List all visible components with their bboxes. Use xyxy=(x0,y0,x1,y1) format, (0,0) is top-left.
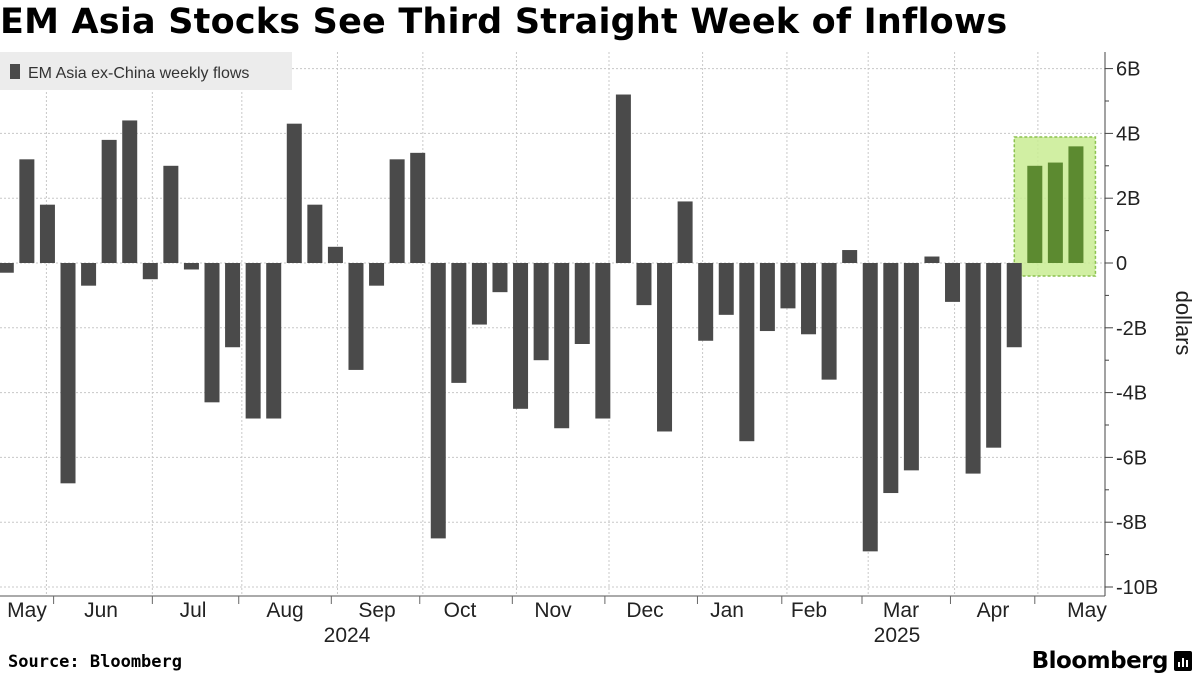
x-tick-label: Mar xyxy=(883,599,919,622)
y-tick-label: -10B xyxy=(1116,577,1158,599)
bar xyxy=(945,263,961,302)
bar xyxy=(780,263,796,309)
bar-highlighted xyxy=(1047,162,1063,263)
bar xyxy=(657,263,673,432)
bar-highlighted xyxy=(1068,146,1084,263)
x-tick-label: Jun xyxy=(84,599,118,622)
x-axis: May Jun Jul Aug Sep Oct Nov Dec Jan Feb Mar Apr May 2… xyxy=(0,595,1107,647)
bar xyxy=(965,263,981,474)
y-tick-label: 2B xyxy=(1116,188,1140,210)
bar xyxy=(533,263,549,361)
bars xyxy=(0,94,1084,552)
x-tick-label: Apr xyxy=(977,599,1010,622)
bar xyxy=(698,263,714,341)
x-tick-label: Jan xyxy=(710,599,744,622)
y-tick-label: -2B xyxy=(1116,318,1147,340)
bar xyxy=(677,201,693,263)
bar xyxy=(163,165,179,263)
gridlines xyxy=(0,52,1105,596)
bar xyxy=(492,263,508,293)
bar xyxy=(81,263,97,286)
bar xyxy=(842,250,858,263)
y-tick-label: -8B xyxy=(1116,512,1147,534)
legend: EM Asia ex-China weekly flows xyxy=(0,52,292,90)
bar xyxy=(122,120,138,263)
bar xyxy=(348,263,364,370)
y-axis: 6B 4B 2B 0 -2B -4B -6B -8B -10B xyxy=(1104,52,1158,599)
bar xyxy=(883,263,899,494)
y-tick-label: 0 xyxy=(1116,253,1127,275)
source-note: Source: Bloomberg xyxy=(8,652,182,672)
x-year-label: 2025 xyxy=(874,624,921,647)
legend-background xyxy=(0,52,292,90)
x-tick-label: May xyxy=(1067,599,1107,622)
bar xyxy=(801,263,817,335)
bar xyxy=(554,263,570,429)
bar xyxy=(739,263,755,442)
bar xyxy=(204,263,220,403)
bar xyxy=(369,263,385,286)
bar xyxy=(410,152,426,263)
bar xyxy=(718,263,734,315)
bar xyxy=(0,263,14,273)
bar-highlighted xyxy=(1027,165,1043,263)
bar xyxy=(389,159,405,263)
bar xyxy=(821,263,837,380)
bar xyxy=(327,246,343,263)
x-tick-label: Aug xyxy=(266,599,303,622)
bar xyxy=(595,263,611,419)
bar xyxy=(430,263,446,539)
x-tick-label: Oct xyxy=(444,599,477,622)
bar xyxy=(924,256,940,263)
bar xyxy=(862,263,878,552)
x-tick-label: Sep xyxy=(358,599,395,622)
x-tick-label: Feb xyxy=(791,599,827,622)
bar xyxy=(39,204,55,263)
y-axis-title: dollars xyxy=(1171,291,1196,356)
bar xyxy=(183,263,199,270)
y-tick-label: 4B xyxy=(1116,123,1140,145)
bar xyxy=(142,263,158,280)
bar xyxy=(986,263,1002,448)
x-year-label: 2024 xyxy=(324,624,371,647)
bar xyxy=(286,123,302,264)
legend-label: EM Asia ex-China weekly flows xyxy=(28,65,249,82)
x-tick-label: Jul xyxy=(180,599,207,622)
bar xyxy=(574,263,590,344)
y-tick-label: -6B xyxy=(1116,447,1147,469)
bar xyxy=(225,263,241,348)
chart-title: EM Asia Stocks See Third Straight Week o… xyxy=(0,2,1008,42)
bar xyxy=(307,204,323,263)
bar xyxy=(513,263,529,409)
bar xyxy=(636,263,652,306)
y-tick-label: -4B xyxy=(1116,383,1147,405)
bar xyxy=(451,263,467,383)
y-tick-label: 6B xyxy=(1116,59,1140,81)
legend-swatch xyxy=(10,64,20,79)
x-tick-label: Nov xyxy=(534,599,572,622)
bar xyxy=(759,263,775,332)
x-tick-label: May xyxy=(7,599,47,622)
bar xyxy=(266,263,282,419)
bar xyxy=(615,94,631,264)
bar xyxy=(101,139,117,263)
bar xyxy=(903,263,919,471)
bar xyxy=(245,263,261,419)
bar xyxy=(60,263,76,484)
bloomberg-terminal-icon xyxy=(1174,651,1192,671)
bloomberg-logo: Bloomberg xyxy=(1031,648,1169,674)
bar xyxy=(471,263,487,325)
bar xyxy=(1006,263,1022,348)
bar xyxy=(19,159,35,263)
x-tick-label: Dec xyxy=(626,599,663,622)
